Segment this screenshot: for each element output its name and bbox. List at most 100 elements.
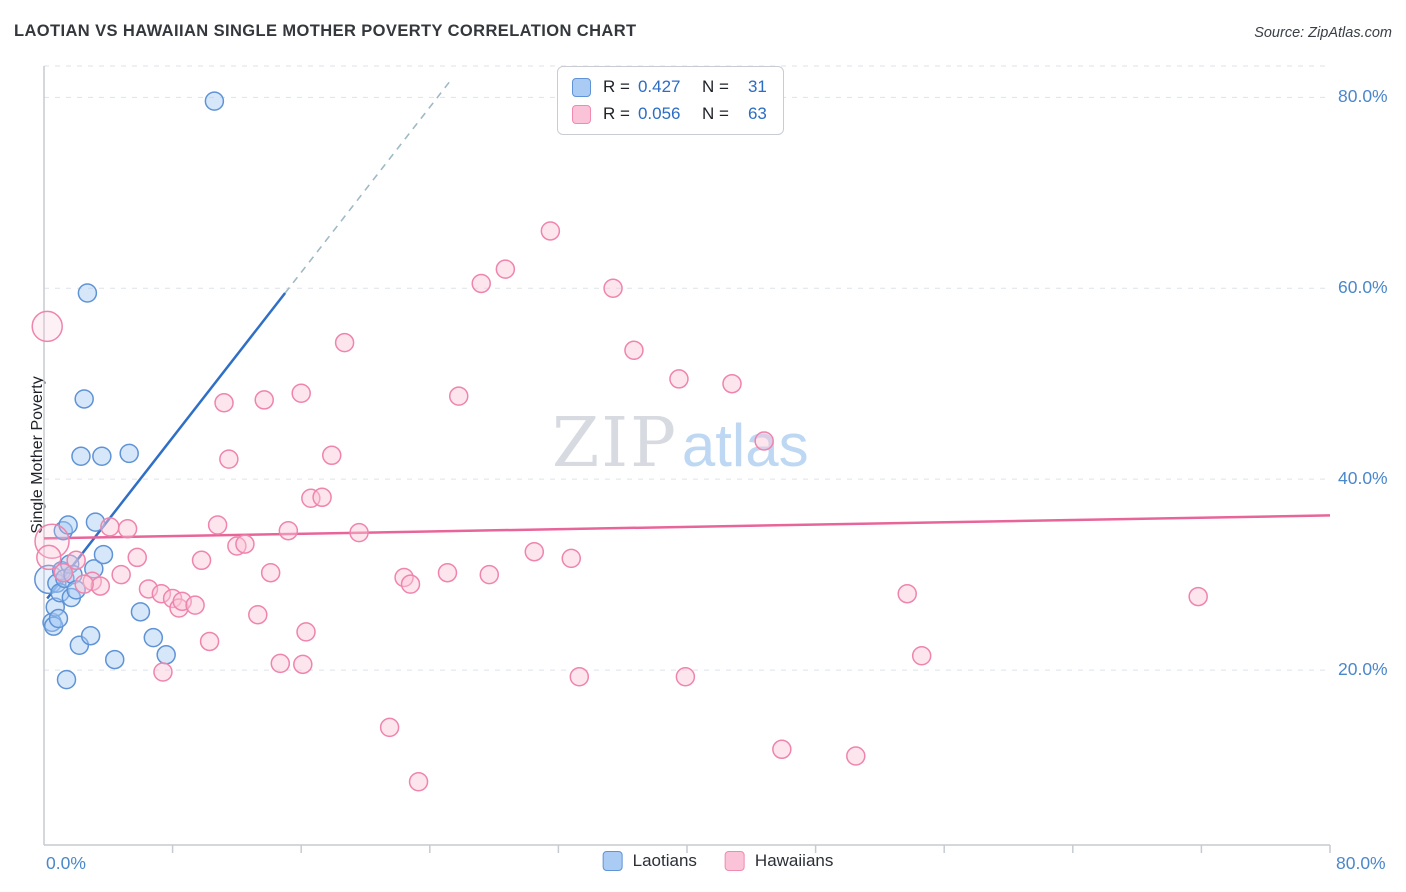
trendline-laotians [46, 292, 287, 600]
data-point-laotians [143, 627, 164, 648]
data-point-laotians [85, 512, 106, 532]
data-point-hawaiians [540, 221, 561, 241]
data-point-hawaiians [199, 631, 220, 652]
data-point-hawaiians [400, 574, 421, 594]
legend-item-laotians: Laotians [602, 851, 697, 871]
trendline-laotians-extension [284, 77, 453, 294]
data-point-laotians [56, 669, 77, 690]
data-point-hawaiians [754, 431, 774, 451]
data-point-hawaiians [291, 383, 311, 403]
data-point-hawaiians [675, 667, 696, 687]
data-point-hawaiians [248, 604, 268, 625]
data-point-hawaiians [235, 534, 255, 554]
data-point-hawaiians [495, 259, 516, 279]
data-point-hawaiians [36, 544, 62, 571]
data-point-laotians [104, 649, 125, 670]
data-point-hawaiians [1188, 586, 1208, 607]
data-point-hawaiians [153, 662, 173, 682]
legend-row-hawaiians: R = 0.056 N = 63 [572, 104, 767, 124]
y-tick-label-20: 20.0% [1338, 659, 1388, 680]
trendline-hawaiians [43, 514, 1331, 540]
data-point-hawaiians [911, 646, 932, 666]
n-value-hawaiians: 63 [747, 104, 767, 123]
legend-row-laotians: R = 0.427 N = 31 [572, 77, 767, 97]
data-point-laotians [80, 625, 101, 646]
data-point-hawaiians [448, 386, 469, 406]
data-point-hawaiians [334, 332, 355, 353]
y-tick-label-60: 60.0% [1338, 277, 1388, 298]
data-point-laotians [45, 597, 66, 617]
r-value-hawaiians: 0.056 [637, 104, 681, 123]
data-point-hawaiians [471, 273, 491, 294]
data-point-laotians [119, 443, 139, 464]
data-point-laotians [50, 583, 70, 603]
data-point-hawaiians [296, 622, 316, 642]
data-point-hawaiians [207, 515, 228, 535]
page-title: LAOTIAN VS HAWAIIAN SINGLE MOTHER POVERT… [14, 22, 637, 40]
hawaiian-color-swatch [572, 104, 591, 124]
data-point-hawaiians [90, 576, 111, 596]
data-point-hawaiians [254, 390, 274, 410]
data-point-hawaiians [270, 653, 291, 674]
data-point-hawaiians [772, 739, 792, 760]
data-point-hawaiians [669, 369, 689, 389]
data-point-hawaiians [214, 393, 234, 413]
data-point-hawaiians [260, 562, 281, 583]
n-label: N = [701, 104, 729, 123]
data-point-hawaiians [53, 562, 74, 583]
zipatlas-watermark: ZIP atlas [552, 404, 809, 483]
n-value-laotians: 31 [747, 77, 767, 96]
series-legend: Laotians Hawaiians [602, 851, 834, 871]
data-point-hawaiians [151, 583, 172, 604]
data-point-hawaiians [278, 520, 299, 541]
data-point-laotians [130, 602, 151, 622]
x-axis-max-label: 80.0% [1336, 853, 1386, 873]
data-point-hawaiians [219, 449, 239, 469]
legend-label-hawaiians: Hawaiians [754, 851, 834, 870]
data-point-hawaiians [624, 340, 644, 361]
x-axis-min-label: 0.0% [46, 853, 86, 873]
laotian-color-swatch [572, 77, 591, 97]
data-point-hawaiians [111, 564, 131, 585]
data-point-hawaiians [74, 574, 94, 594]
data-point-hawaiians [100, 517, 120, 537]
watermark-atlas: atlas [681, 412, 809, 479]
y-tick-label-80: 80.0% [1338, 86, 1388, 107]
data-point-hawaiians [185, 595, 205, 615]
data-point-hawaiians [569, 667, 590, 687]
data-point-hawaiians [34, 523, 70, 559]
data-point-hawaiians [312, 487, 332, 508]
data-point-hawaiians [846, 746, 866, 766]
data-point-hawaiians [722, 373, 742, 394]
laotian-color-swatch [602, 851, 623, 871]
data-point-laotians [71, 446, 91, 466]
source-attribution: Source: ZipAtlas.com [1254, 25, 1392, 41]
data-point-hawaiians [349, 522, 369, 543]
data-point-hawaiians [408, 772, 429, 792]
legend-item-hawaiians: Hawaiians [724, 851, 834, 871]
data-point-hawaiians [117, 519, 138, 539]
data-point-hawaiians [127, 547, 147, 568]
data-point-hawaiians [191, 550, 212, 571]
data-point-laotians [93, 544, 114, 565]
data-point-laotians [204, 91, 225, 111]
data-point-laotians [92, 446, 112, 466]
data-point-hawaiians [437, 562, 458, 583]
watermark-zip: ZIP [552, 404, 678, 483]
r-value-laotians: 0.427 [637, 77, 681, 96]
data-point-hawaiians [227, 536, 247, 556]
r-label: R = [603, 77, 630, 96]
correlation-stats-legend: R = 0.427 N = 31 R = 0.056 N = 63 [557, 66, 784, 135]
data-point-laotians [156, 645, 176, 665]
legend-label-laotians: Laotians [632, 851, 697, 870]
data-point-hawaiians [561, 548, 582, 569]
data-point-hawaiians [897, 583, 917, 604]
n-label: N = [701, 77, 729, 96]
data-point-laotians [74, 389, 94, 409]
data-point-hawaiians [66, 550, 86, 571]
r-label: R = [603, 104, 630, 123]
data-point-hawaiians [31, 310, 63, 343]
data-point-hawaiians [603, 278, 623, 298]
